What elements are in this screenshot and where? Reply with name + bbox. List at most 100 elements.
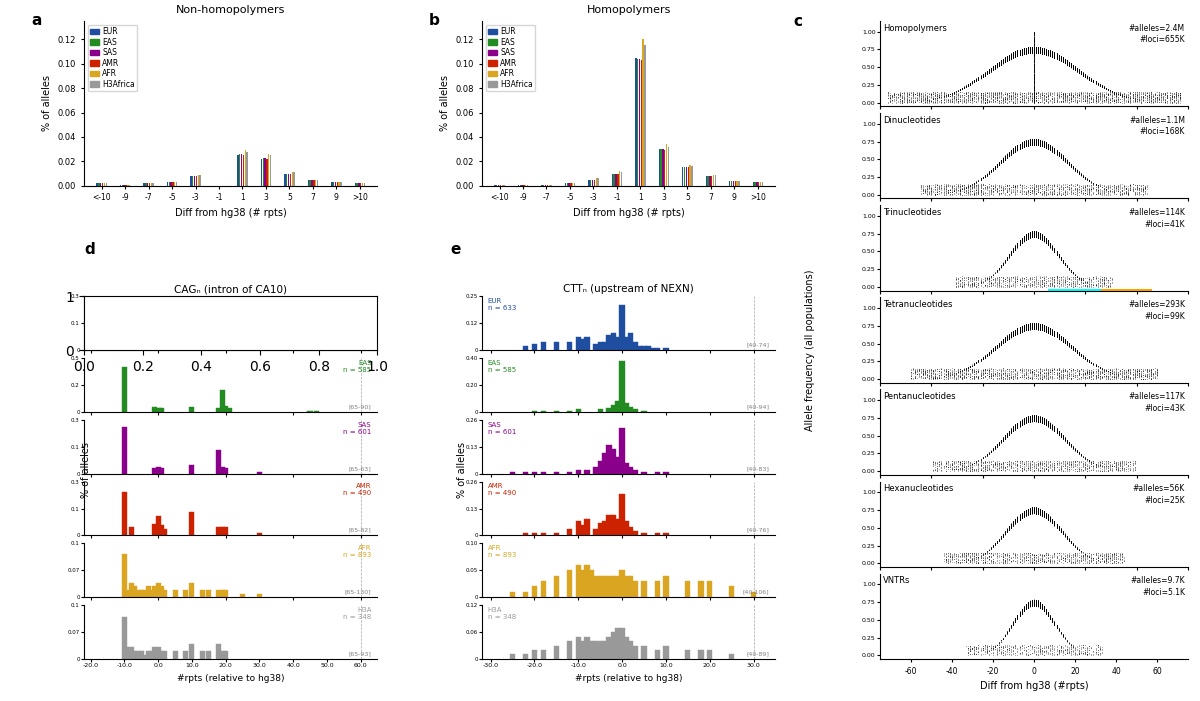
Point xyxy=(1121,456,1140,468)
Point xyxy=(979,346,998,358)
Point xyxy=(973,456,992,467)
Point xyxy=(1026,44,1045,55)
Point xyxy=(1057,634,1076,646)
Point xyxy=(1003,327,1022,338)
Point xyxy=(1022,505,1042,516)
Point xyxy=(1026,46,1045,57)
Point xyxy=(1046,249,1066,260)
Point xyxy=(1012,322,1031,334)
Point xyxy=(1003,147,1022,158)
Point xyxy=(1028,597,1048,608)
Point xyxy=(1031,229,1050,240)
Point xyxy=(1014,88,1033,99)
Point xyxy=(1040,613,1060,625)
Point xyxy=(1016,648,1036,660)
Point xyxy=(973,72,992,83)
Point xyxy=(1039,326,1058,337)
Point xyxy=(979,168,998,179)
Point xyxy=(1016,231,1036,243)
Point xyxy=(968,175,988,186)
Point xyxy=(1054,336,1073,347)
Point xyxy=(1034,320,1054,332)
Point xyxy=(1018,505,1037,517)
Point xyxy=(1032,646,1051,657)
Point xyxy=(1043,326,1062,337)
Point xyxy=(1034,325,1054,336)
Point xyxy=(1100,365,1120,376)
Point xyxy=(1054,189,1073,200)
Point xyxy=(1032,320,1051,332)
Point xyxy=(1006,421,1025,433)
Point xyxy=(1012,414,1031,426)
Point xyxy=(1074,352,1093,363)
Point xyxy=(1069,465,1088,476)
Point xyxy=(965,370,984,381)
Point xyxy=(1063,281,1082,292)
Point xyxy=(1078,557,1097,569)
Point xyxy=(1003,245,1022,256)
Point xyxy=(991,366,1010,377)
Point xyxy=(1010,514,1030,525)
Point xyxy=(1025,411,1044,423)
Point xyxy=(1034,43,1054,55)
Point xyxy=(996,647,1015,658)
Point xyxy=(996,56,1015,67)
Point xyxy=(1016,369,1036,380)
Point xyxy=(1040,418,1060,429)
Point xyxy=(1040,327,1060,338)
Point xyxy=(1043,326,1062,337)
Point xyxy=(997,52,1016,63)
Point xyxy=(1118,188,1138,199)
Point xyxy=(916,94,935,105)
Point xyxy=(1084,369,1103,381)
Point xyxy=(1092,550,1111,561)
Point xyxy=(932,458,952,470)
Point xyxy=(1054,256,1073,267)
Point xyxy=(1025,55,1044,67)
Point xyxy=(1049,333,1068,344)
Point xyxy=(1037,322,1056,333)
Point xyxy=(1034,505,1054,517)
Point xyxy=(1111,373,1130,384)
Point xyxy=(1018,411,1037,423)
Point xyxy=(1034,604,1054,615)
Point xyxy=(961,180,980,191)
Point xyxy=(901,366,920,377)
Point xyxy=(1025,67,1044,79)
Point xyxy=(1037,46,1056,57)
Point xyxy=(1055,334,1074,345)
Point xyxy=(1075,554,1094,565)
Point xyxy=(1034,136,1054,147)
Point xyxy=(983,443,1002,454)
Point xyxy=(1026,556,1045,567)
Point xyxy=(1051,526,1070,537)
Point xyxy=(1012,47,1031,58)
Point xyxy=(1028,416,1048,427)
Point xyxy=(1026,41,1045,53)
Point xyxy=(962,465,982,476)
Point xyxy=(942,554,961,565)
Point xyxy=(1046,327,1066,339)
Point xyxy=(1039,326,1058,337)
Point xyxy=(1016,47,1036,58)
Point xyxy=(1045,50,1064,61)
Point xyxy=(1054,280,1073,292)
Point xyxy=(1026,189,1045,200)
Point xyxy=(1032,229,1051,240)
Point xyxy=(1051,428,1070,440)
Point xyxy=(1025,595,1044,606)
Point xyxy=(977,449,996,461)
Point xyxy=(1032,416,1051,428)
Point xyxy=(1006,328,1025,339)
Point xyxy=(1049,332,1068,343)
Point xyxy=(1014,509,1033,520)
Point xyxy=(1026,138,1045,149)
Point xyxy=(973,550,992,561)
Point xyxy=(971,72,990,83)
Point xyxy=(1049,430,1068,441)
Point xyxy=(1025,319,1044,330)
Point xyxy=(971,646,990,657)
Point xyxy=(1032,413,1051,424)
Point xyxy=(1026,508,1045,519)
Point xyxy=(954,461,973,472)
